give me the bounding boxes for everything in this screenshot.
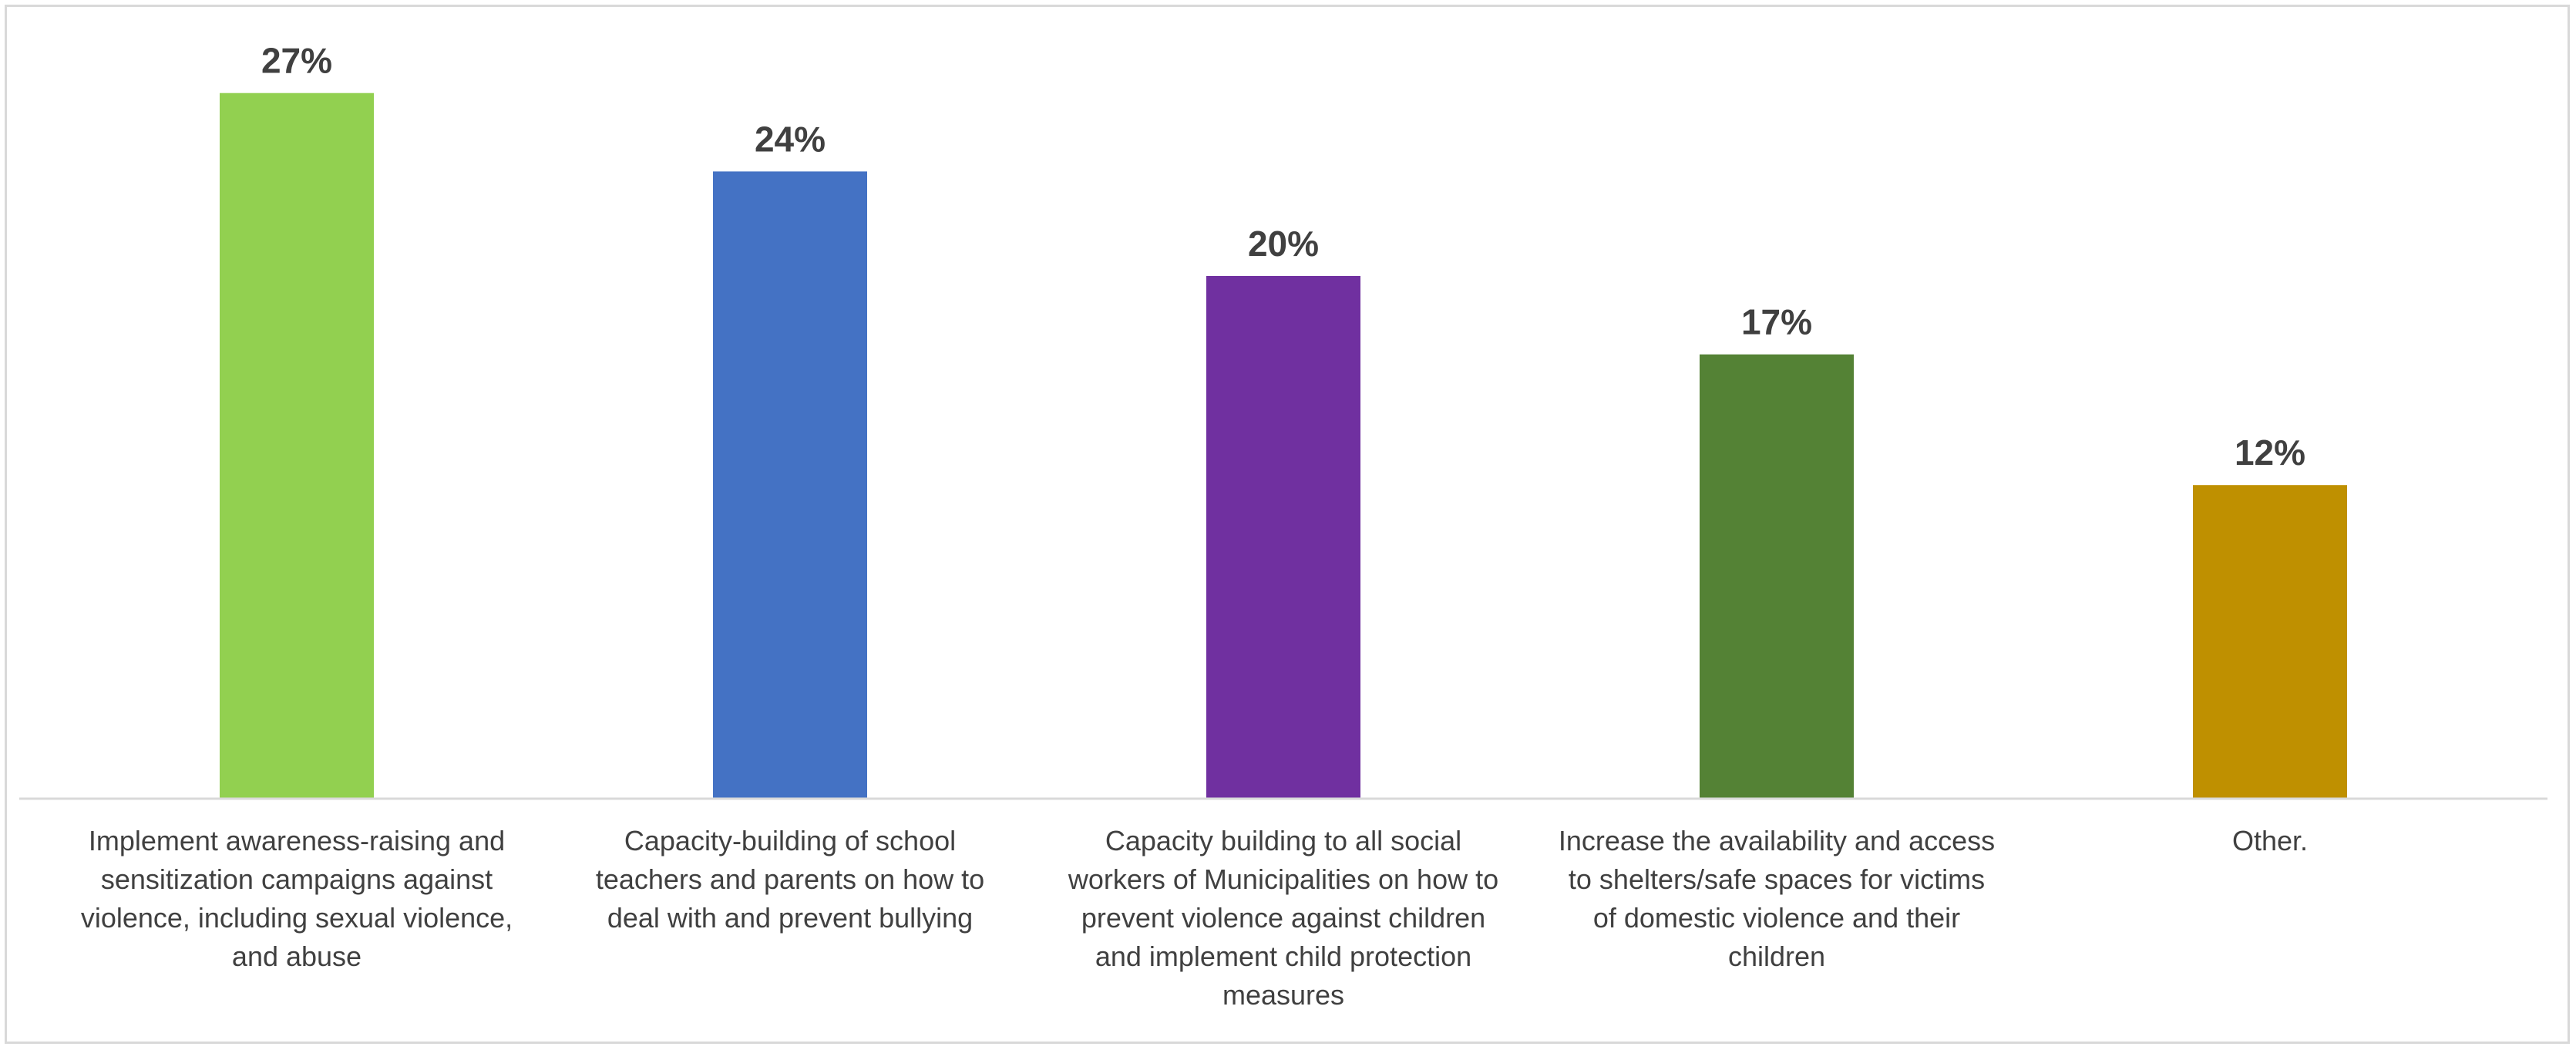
value-labels-layer: 27% 24% 20% 17% 12% xyxy=(261,41,2305,473)
bar-2 xyxy=(713,171,867,799)
category-label-line: Implement awareness-raising and xyxy=(89,825,505,856)
category-label-line: and abuse xyxy=(232,941,362,972)
bar-5 xyxy=(2193,485,2347,799)
category-label-line: and implement child protection xyxy=(1095,941,1471,972)
category-label-line: prevent violence against children xyxy=(1081,902,1485,934)
value-label-5: 12% xyxy=(2235,432,2305,473)
category-label-4: Increase the availability and access to s… xyxy=(1559,825,1995,972)
value-label-2: 24% xyxy=(755,119,826,159)
category-label-line: children xyxy=(1728,941,1825,972)
bar-1 xyxy=(220,93,374,799)
value-label-1: 27% xyxy=(261,41,332,81)
category-labels-layer: Implement awareness-raising and sensitiza… xyxy=(81,825,2308,1011)
category-label-line: measures xyxy=(1222,979,1344,1011)
category-label-line: workers of Municipalities on how to xyxy=(1068,863,1498,895)
bar-3 xyxy=(1206,276,1360,799)
chart-frame: 27% 24% 20% 17% 12% Implement awareness-rais… xyxy=(5,5,2570,1044)
category-label-line: of domestic violence and their xyxy=(1593,902,1960,934)
bars-layer xyxy=(220,93,2347,799)
bar-chart: 27% 24% 20% 17% 12% Implement awareness-rais… xyxy=(19,41,2547,1011)
value-label-3: 20% xyxy=(1248,224,1319,264)
category-label-line: Capacity-building of school xyxy=(624,825,956,856)
category-label-line: to shelters/safe spaces for victims xyxy=(1569,863,1985,895)
bar-4 xyxy=(1700,354,1854,799)
category-label-5: Other. xyxy=(2232,825,2308,856)
value-label-4: 17% xyxy=(1741,302,1812,342)
category-label-2: Capacity-building of school teachers and … xyxy=(596,825,984,934)
category-label-line: Other. xyxy=(2232,825,2308,856)
category-label-line: Increase the availability and access xyxy=(1559,825,1995,856)
category-label-line: Capacity building to all social xyxy=(1105,825,1461,856)
category-label-1: Implement awareness-raising and sensitiza… xyxy=(81,825,513,972)
category-label-line: violence, including sexual violence, xyxy=(81,902,513,934)
category-label-line: teachers and parents on how to xyxy=(596,863,984,895)
category-label-3: Capacity building to all social workers o… xyxy=(1068,825,1498,1011)
category-label-line: deal with and prevent bullying xyxy=(607,902,973,934)
category-label-line: sensitization campaigns against xyxy=(101,863,493,895)
